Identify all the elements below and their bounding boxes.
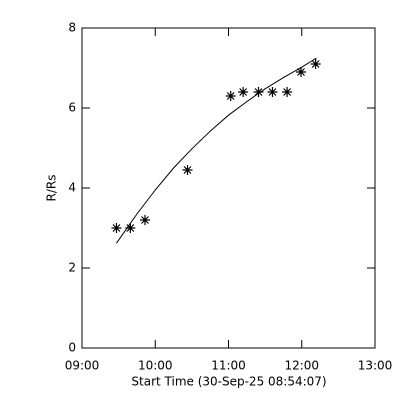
x-axis-label: Start Time (30-Sep-25 08:54:07)	[131, 375, 326, 389]
plot-frame	[81, 27, 376, 349]
y-tick-label: 4	[68, 181, 76, 195]
star-marker	[296, 67, 307, 77]
star-marker	[310, 59, 321, 69]
x-tick-label: 10:00	[138, 359, 173, 373]
y-tick-label: 6	[68, 101, 76, 115]
y-tick-label: 8	[68, 21, 76, 35]
star-marker	[225, 91, 236, 101]
star-marker	[139, 215, 150, 225]
star-marker	[253, 87, 264, 97]
star-marker	[282, 87, 293, 97]
y-axis-label: R/Rs	[45, 175, 59, 202]
x-tick-label: 11:00	[211, 359, 246, 373]
star-marker	[111, 223, 122, 233]
y-tick-label: 2	[68, 261, 76, 275]
y-tick-label: 0	[68, 341, 76, 355]
x-tick-label: 12:00	[284, 359, 319, 373]
star-marker	[267, 87, 278, 97]
star-marker	[182, 165, 193, 175]
star-marker	[125, 223, 136, 233]
fit-line	[116, 57, 317, 244]
x-tick-label: 09:00	[65, 359, 100, 373]
x-tick-label: 13:00	[358, 359, 393, 373]
star-marker	[238, 87, 249, 97]
